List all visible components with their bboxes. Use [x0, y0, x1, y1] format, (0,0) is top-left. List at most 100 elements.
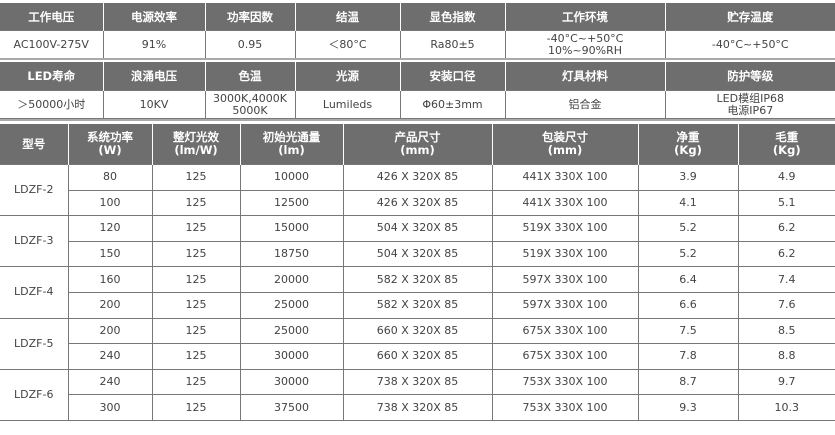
- value-cell: 6.2: [737, 240, 835, 268]
- value-cell: Ra80±5: [399, 30, 506, 59]
- spec-table-2: LED寿命 浪涌电压 色温 光源 安装口径 灯具材料 防护等级 ＞50000小时 10KV 300…: [0, 62, 835, 119]
- value-cell: 20000: [239, 266, 344, 293]
- value-cell: 30000: [239, 343, 344, 370]
- header-cell: 电源效率: [102, 3, 206, 31]
- value-cell: ＜80°C: [294, 30, 401, 59]
- value-cell: 582 X 320X 85: [342, 291, 493, 319]
- value-cell: 426 X 320X 85: [342, 164, 493, 191]
- value-cell: -40°C~+50°C: [664, 30, 835, 59]
- value-cell: 3000K,4000K 5000K: [204, 90, 296, 119]
- table-row: LDZF-6 240 125 30000 738 X 320X 85 753X 330X …: [0, 368, 835, 421]
- header-cell: 初始光通量 (lm): [239, 124, 344, 165]
- value-cell: 5.1: [737, 189, 835, 217]
- divider: [0, 58, 835, 60]
- spec-table-1: 工作电压 电源效率 功率因数 结温 显色指数 工作环境 贮存温度 AC100V-275V 91%…: [0, 3, 835, 59]
- value-cell: 240: [68, 343, 153, 370]
- value-cell: 125: [151, 343, 241, 370]
- header-cell: 工作电压: [0, 3, 104, 31]
- value-cell: 6.4: [637, 266, 739, 293]
- value-cell: 8.8: [737, 343, 835, 370]
- table-row: LDZF-3 120 125 15000 504 X 320X 85 519X 330X …: [0, 215, 835, 268]
- value-cell: 125: [151, 394, 241, 421]
- header-cell: 结温: [294, 3, 401, 31]
- value-cell: 6.2: [737, 215, 835, 242]
- table-row: LDZF-4 160 125 20000 582 X 320X 85 597X 330X …: [0, 266, 835, 319]
- value-cell: 铝合金: [504, 90, 666, 119]
- header-cell: 安装口径: [399, 62, 506, 91]
- value-cell: 0.95: [204, 30, 296, 59]
- value-cell: 8.5: [737, 317, 835, 345]
- header-cell: 浪涌电压: [102, 62, 206, 91]
- value-cell: 9.7: [737, 368, 835, 396]
- model-table: 型号 系统功率 (W) 整灯光效 (lm/W) 初始光通量 (lm) 产品尺寸 (mm)…: [0, 124, 835, 421]
- model-name-cell: LDZF-5: [0, 317, 69, 370]
- value-cell: 519X 330X 100: [491, 240, 639, 268]
- value-cell: 597X 330X 100: [491, 266, 639, 293]
- header-cell: 毛重 (Kg): [737, 124, 835, 165]
- table-row: 100 125 12500 426 X 320X 85 441X 330X 100 4.1…: [0, 189, 835, 217]
- value-cell: 582 X 320X 85: [342, 266, 493, 293]
- header-cell: 系统功率 (W): [67, 124, 153, 165]
- header-cell: LED寿命: [0, 62, 104, 91]
- value-cell: 5.2: [637, 240, 739, 268]
- header-cell: 包装尺寸 (mm): [491, 124, 639, 165]
- value-cell: 738 X 320X 85: [342, 394, 493, 421]
- value-cell: -40°C~+50°C 10%~90%RH: [504, 30, 666, 59]
- value-cell: 160: [67, 266, 153, 293]
- header-cell: 工作环境: [504, 3, 666, 31]
- value-cell: 4.1: [637, 189, 739, 217]
- value-cell: 441X 330X 100: [491, 189, 639, 217]
- value-cell: 120: [67, 215, 153, 242]
- value-cell: 6.6: [637, 291, 739, 319]
- value-cell: Lumileds: [294, 90, 401, 119]
- value-cell: 100: [68, 189, 153, 217]
- value-cell: 125: [151, 189, 241, 217]
- value-cell: 753X 330X 100: [491, 394, 639, 421]
- table-row: 300 125 37500 738 X 320X 85 753X 330X 100 9.3…: [0, 394, 835, 421]
- value-cell: 504 X 320X 85: [342, 240, 493, 268]
- value-cell: 7.6: [737, 291, 835, 319]
- value-cell: Φ60±3mm: [399, 90, 506, 119]
- table-row: 240 125 30000 660 X 320X 85 675X 330X 100 7.8…: [0, 343, 835, 370]
- header-cell: 灯具材料: [504, 62, 666, 91]
- value-cell: 125: [151, 164, 241, 191]
- value-cell: 125: [151, 368, 241, 396]
- value-cell: 18750: [239, 240, 344, 268]
- value-cell: 675X 330X 100: [491, 343, 639, 370]
- table-row: LDZF-2 80 125 10000 426 X 320X 85 441X 330X 1…: [0, 163, 835, 217]
- header-cell: 净重 (Kg): [637, 124, 739, 165]
- value-cell: 10KV: [102, 90, 206, 119]
- value-cell: 10.3: [737, 394, 835, 421]
- value-cell: 15000: [239, 215, 344, 242]
- model-name-cell: LDZF-3: [0, 215, 69, 268]
- value-cell: 10000: [239, 164, 344, 191]
- value-cell: 200: [67, 317, 153, 345]
- value-cell: 3.9: [637, 164, 739, 191]
- value-cell: 200: [68, 291, 153, 319]
- header-cell: 显色指数: [399, 3, 506, 31]
- value-cell: 125: [151, 266, 241, 293]
- value-cell: 7.4: [737, 266, 835, 293]
- value-cell: LED模组IP68 电源IP67: [664, 90, 835, 119]
- value-cell: 300: [68, 394, 153, 421]
- value-cell: 125: [151, 317, 241, 345]
- model-name-cell: LDZF-6: [0, 368, 69, 421]
- value-cell: 12500: [239, 189, 344, 217]
- header-cell: 功率因数: [204, 3, 296, 31]
- value-cell: 125: [151, 240, 241, 268]
- value-cell: 660 X 320X 85: [342, 343, 493, 370]
- value-cell: 597X 330X 100: [491, 291, 639, 319]
- header-cell: 光源: [294, 62, 401, 91]
- value-cell: 441X 330X 100: [491, 164, 639, 191]
- divider: [0, 119, 835, 121]
- value-cell: 504 X 320X 85: [342, 215, 493, 242]
- value-cell: ＞50000小时: [0, 90, 104, 119]
- value-cell: 30000: [239, 368, 344, 396]
- value-cell: 125: [151, 215, 241, 242]
- value-cell: 25000: [239, 291, 344, 319]
- value-cell: 8.7: [637, 368, 739, 396]
- value-cell: 5.2: [637, 215, 739, 242]
- header-cell: 贮存温度: [664, 3, 835, 31]
- value-cell: 660 X 320X 85: [342, 317, 493, 345]
- value-cell: 37500: [239, 394, 344, 421]
